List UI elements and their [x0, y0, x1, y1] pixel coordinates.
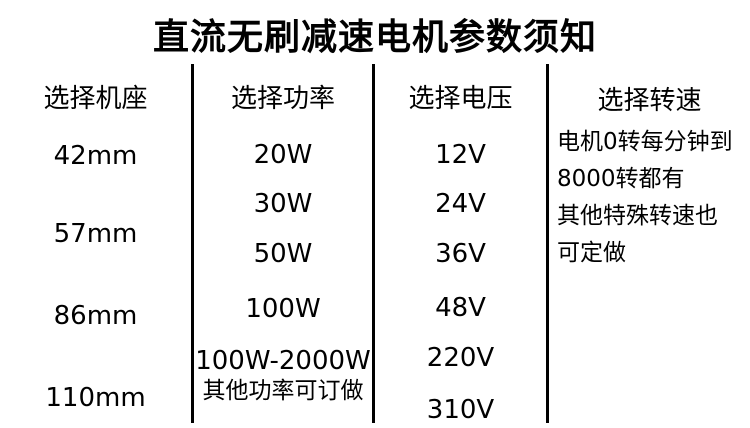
power-option: 20W [253, 140, 313, 170]
speed-note-line: 其他特殊转速也 [557, 203, 718, 229]
power-option: 50W [253, 239, 313, 269]
voltage-option: 12V [435, 140, 486, 170]
voltage-option: 48V [435, 293, 486, 323]
column-divider [191, 64, 194, 423]
power-option: 30W [253, 189, 313, 219]
voltage-option: 310V [426, 395, 495, 425]
frame-option: 57mm [53, 219, 138, 249]
column-speed: 选择转速 电机0转每分钟到 8000转都有 其他特殊转速也 可定做 [549, 0, 750, 428]
column-divider [372, 64, 375, 423]
column-power: 选择功率 20W 30W 50W 100W 100W-2000W 其他功率可订做 [194, 0, 372, 428]
speed-note-line: 电机0转每分钟到 [557, 129, 733, 155]
voltage-option: 24V [435, 189, 486, 219]
column-header-frame: 选择机座 [43, 84, 148, 114]
voltage-option: 220V [426, 343, 495, 373]
column-voltage: 选择电压 12V 24V 36V 48V 220V 310V [375, 0, 546, 428]
frame-option: 86mm [53, 301, 138, 331]
column-header-power: 选择功率 [230, 84, 335, 114]
column-header-speed: 选择转速 [597, 86, 702, 116]
frame-option: 42mm [53, 141, 138, 171]
speed-note-line: 8000转都有 [557, 166, 685, 192]
column-frame-size: 选择机座 42mm 57mm 86mm 110mm [0, 0, 191, 428]
speed-note: 电机0转每分钟到 8000转都有 其他特殊转速也 可定做 [557, 124, 733, 272]
power-option: 100W-2000W [195, 346, 371, 376]
power-option: 100W [245, 294, 321, 324]
speed-note-line: 可定做 [557, 240, 626, 266]
column-header-voltage: 选择电压 [408, 84, 513, 114]
power-custom-note: 其他功率可订做 [202, 378, 364, 404]
voltage-option: 36V [435, 239, 486, 269]
page-title: 直流无刷减速电机参数须知 [152, 17, 597, 58]
column-divider [546, 64, 549, 423]
frame-option: 110mm [45, 383, 146, 413]
